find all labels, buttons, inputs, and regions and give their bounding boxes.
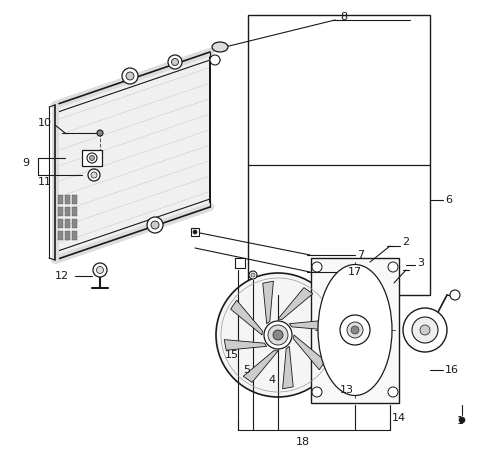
Polygon shape [243, 350, 278, 382]
Text: 17: 17 [348, 267, 362, 277]
Circle shape [403, 308, 447, 352]
Circle shape [388, 387, 398, 397]
Bar [65, 195, 70, 204]
Text: 7: 7 [357, 250, 364, 260]
Circle shape [312, 262, 322, 272]
Circle shape [171, 59, 179, 65]
Bar [72, 195, 77, 204]
Circle shape [147, 217, 163, 233]
Text: 12: 12 [55, 271, 69, 281]
Circle shape [126, 72, 134, 80]
Circle shape [347, 322, 363, 338]
Circle shape [97, 130, 103, 136]
Circle shape [273, 330, 283, 340]
Bar [65, 231, 70, 240]
Polygon shape [278, 288, 313, 319]
Circle shape [93, 263, 107, 277]
Polygon shape [283, 346, 293, 389]
Bar [72, 207, 77, 216]
Polygon shape [82, 150, 102, 166]
Text: 10: 10 [38, 118, 52, 128]
Circle shape [89, 155, 95, 160]
Text: 3: 3 [417, 258, 424, 268]
Circle shape [122, 68, 138, 84]
Text: 6: 6 [445, 195, 452, 205]
Ellipse shape [318, 265, 392, 396]
Bar [72, 231, 77, 240]
Text: 14: 14 [392, 413, 406, 423]
Bar [58, 219, 63, 228]
Circle shape [88, 169, 100, 181]
Text: 9: 9 [22, 158, 29, 168]
Polygon shape [293, 335, 325, 370]
Circle shape [264, 321, 292, 349]
Bar [65, 219, 70, 228]
Text: 11: 11 [38, 177, 52, 187]
Text: 4: 4 [268, 375, 275, 385]
Bar [65, 207, 70, 216]
Bar [248, 15, 430, 295]
Circle shape [388, 262, 398, 272]
Circle shape [91, 172, 97, 178]
Circle shape [351, 326, 359, 334]
Circle shape [210, 55, 220, 65]
Text: 16: 16 [445, 365, 459, 375]
Bar [58, 195, 63, 204]
Text: 18: 18 [296, 437, 310, 447]
Circle shape [87, 153, 97, 163]
Text: 8: 8 [340, 12, 347, 22]
Circle shape [412, 317, 438, 343]
Bar [72, 219, 77, 228]
Circle shape [96, 266, 104, 273]
Circle shape [249, 271, 257, 279]
Circle shape [340, 315, 370, 345]
Bar [311, 258, 399, 403]
Polygon shape [230, 300, 263, 335]
Circle shape [459, 417, 465, 423]
Text: 15: 15 [225, 350, 239, 360]
Polygon shape [224, 340, 267, 350]
Text: 1: 1 [457, 416, 464, 426]
Bar [191, 228, 199, 236]
Circle shape [151, 221, 159, 229]
Bar [58, 207, 63, 216]
Polygon shape [55, 52, 210, 260]
Text: 2: 2 [402, 237, 409, 247]
Polygon shape [289, 320, 332, 331]
Circle shape [251, 273, 255, 277]
Circle shape [168, 55, 182, 69]
Text: 5: 5 [243, 365, 250, 375]
Circle shape [268, 325, 288, 345]
Circle shape [193, 230, 197, 234]
Circle shape [450, 290, 460, 300]
Polygon shape [263, 281, 274, 324]
Ellipse shape [212, 42, 228, 52]
Bar [235, 258, 245, 268]
Circle shape [312, 387, 322, 397]
Circle shape [216, 273, 340, 397]
Circle shape [420, 325, 430, 335]
Bar [58, 231, 63, 240]
Text: 13: 13 [340, 385, 354, 395]
